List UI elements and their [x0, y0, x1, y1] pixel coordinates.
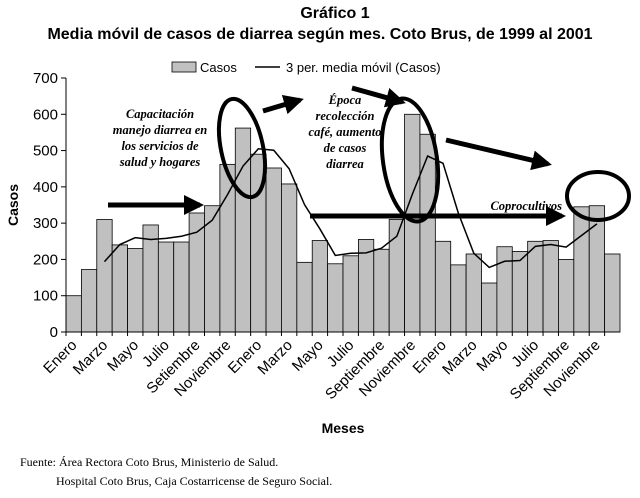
legend-label: Casos	[200, 60, 237, 75]
chart-subtitle: Media móvil de casos de diarrea según me…	[47, 26, 592, 43]
x-tick-label: Mayo	[473, 337, 511, 375]
bar	[65, 295, 82, 333]
y-tick-label: 400	[33, 179, 58, 196]
annotation: Época	[328, 93, 362, 107]
x-axis-title: Meses	[322, 420, 365, 436]
y-tick-label: 500	[33, 143, 58, 160]
bar	[188, 212, 205, 333]
bar	[327, 263, 344, 333]
bar	[481, 282, 498, 333]
y-tick-label: 700	[33, 70, 58, 87]
bar	[527, 240, 544, 333]
annotation: café, aumento	[309, 125, 382, 139]
bar	[219, 163, 236, 333]
bar	[111, 244, 128, 333]
ellipse	[216, 96, 268, 200]
x-tick-label: Mayo	[104, 337, 142, 375]
source: Hospital Coto Brus, Caja Costarricense d…	[56, 474, 332, 488]
x-tick-label: Marzo	[439, 337, 480, 378]
legend-label: 3 per. media móvil (Casos)	[286, 60, 441, 75]
bar	[127, 248, 144, 333]
bar	[450, 264, 467, 333]
y-tick-label: 300	[33, 215, 58, 232]
moving-average-line	[103, 147, 598, 269]
y-tick-label: 100	[33, 288, 58, 305]
ellipse	[565, 170, 631, 222]
annotation: Capacitación	[126, 107, 194, 121]
source: Fuente: Área Rectora Coto Brus, Minister…	[20, 455, 278, 469]
bar	[496, 246, 513, 333]
y-tick-label: 600	[33, 106, 58, 123]
arrow	[445, 137, 552, 171]
legend-swatch	[171, 61, 197, 73]
annotation: Coprocultivos	[490, 199, 562, 213]
arrow	[262, 94, 304, 115]
bar	[173, 241, 190, 333]
bar	[434, 240, 452, 333]
annotation: los servicios de	[121, 139, 199, 153]
bar	[511, 251, 529, 333]
bar	[558, 259, 575, 333]
bar	[604, 253, 621, 333]
annotation: recolección	[315, 109, 374, 123]
annotation: diarrea	[326, 157, 364, 171]
bar	[573, 206, 590, 333]
annotation: de casos	[324, 141, 367, 155]
bar	[342, 255, 359, 333]
bar	[373, 248, 390, 333]
arrow	[351, 85, 406, 108]
x-tick-label: Marzo	[70, 337, 111, 378]
bar	[281, 183, 298, 333]
y-tick-label: 0	[50, 324, 58, 341]
bar	[542, 240, 559, 333]
ellipse	[379, 96, 441, 224]
annotation-shapes	[108, 85, 631, 226]
x-tick-label: Marzo	[254, 337, 295, 378]
bar	[465, 253, 482, 333]
legend: Casos 3 per. media móvil (Casos)	[171, 60, 441, 75]
bar	[157, 241, 175, 333]
y-axis-title: Casos	[5, 184, 21, 226]
bar	[311, 240, 329, 333]
chart-title: Gráfico 1	[300, 5, 369, 22]
x-tick-label: Mayo	[289, 337, 327, 375]
bar	[296, 261, 313, 333]
annotation: salud y hogares	[119, 155, 201, 169]
annotation: manejo diarrea en	[113, 123, 207, 137]
bar	[265, 167, 282, 333]
bar	[80, 269, 98, 333]
bar	[234, 127, 252, 333]
bar	[142, 224, 159, 333]
bar	[419, 133, 436, 333]
bar	[96, 219, 113, 333]
y-tick-label: 200	[33, 251, 58, 268]
